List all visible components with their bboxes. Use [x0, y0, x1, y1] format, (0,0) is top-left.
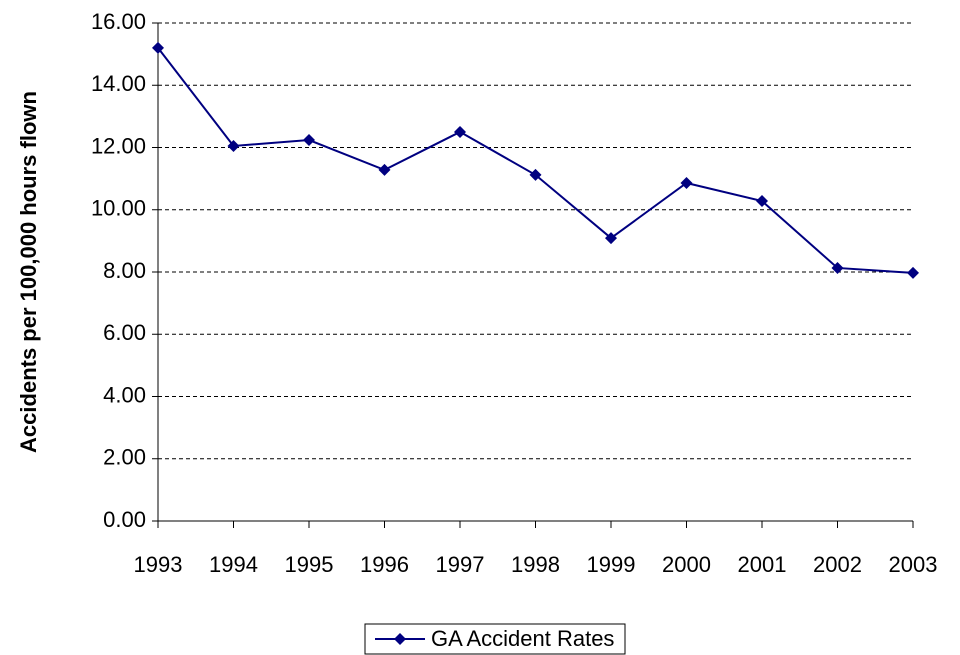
x-tick-label: 2002	[813, 552, 862, 577]
marker	[454, 125, 466, 138]
legend-box	[364, 623, 626, 655]
y-axis-title: Accidents per 100,000 hours flown	[16, 91, 41, 453]
x-tick-label: 1995	[285, 552, 334, 577]
y-tick-label: 2.00	[103, 445, 146, 470]
y-tick-label: 8.00	[103, 258, 146, 283]
x-tick-label: 1996	[360, 552, 409, 577]
marker	[831, 261, 844, 274]
marker	[756, 195, 768, 208]
marker	[907, 266, 919, 279]
y-tick-label: 12.00	[91, 133, 146, 158]
x-tick-label: 1999	[587, 552, 636, 577]
x-tick-label: 1994	[209, 552, 258, 577]
x-tick-label: 1993	[134, 552, 183, 577]
x-tick-label: 2000	[662, 552, 711, 577]
y-tick-label: 10.00	[91, 196, 146, 221]
marker	[152, 41, 164, 54]
y-tick-label: 14.00	[91, 71, 146, 96]
marker	[303, 134, 315, 147]
marker	[680, 176, 693, 189]
y-tick-label: 4.00	[103, 382, 146, 407]
marker	[605, 232, 617, 245]
x-tick-label: 2003	[889, 552, 938, 577]
y-tick-label: 6.00	[103, 320, 146, 345]
y-tick-label: 0.00	[103, 507, 146, 532]
marker	[378, 163, 391, 176]
line	[157, 47, 914, 274]
legend-marker	[394, 633, 406, 645]
x-tick-label: 1997	[436, 552, 485, 577]
x-tick-label: 1998	[511, 552, 560, 577]
marker	[227, 139, 240, 152]
y-tick-label: 16.00	[91, 9, 146, 34]
legend-label: GA Accident Rates	[431, 626, 614, 651]
marker	[529, 168, 542, 181]
x-tick-label: 2001	[738, 552, 787, 577]
